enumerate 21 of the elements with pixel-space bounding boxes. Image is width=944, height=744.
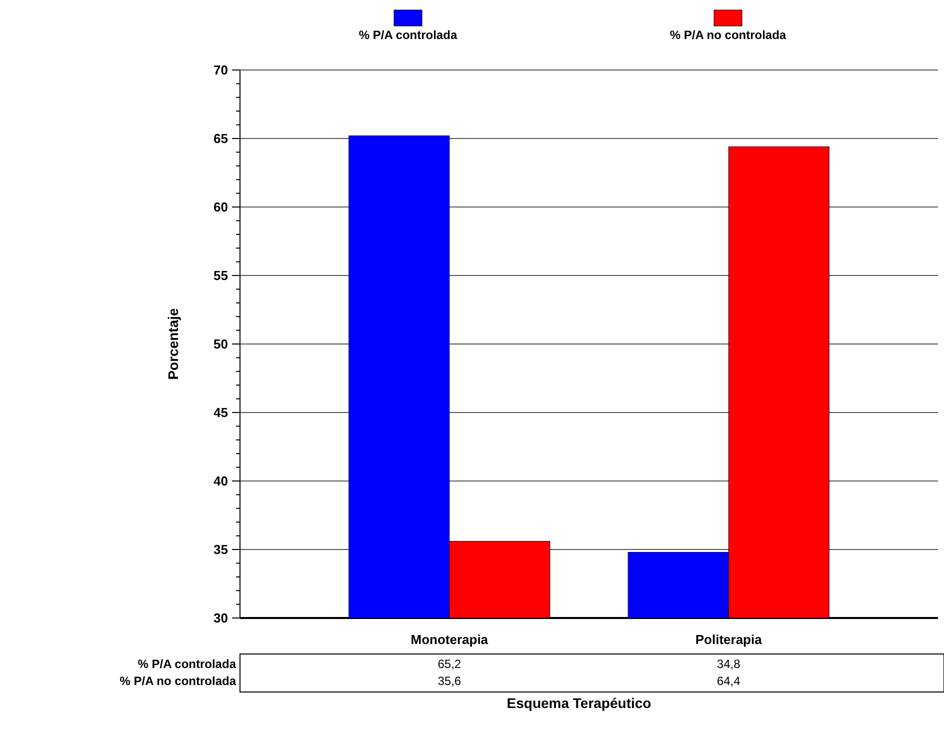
data-label: 35,6 — [438, 674, 462, 688]
text: % P/A controlada — [138, 657, 236, 671]
data-label: 34,8 — [716, 657, 741, 671]
data-label: 65,2 — [438, 657, 462, 671]
x-axis-title: Esquema Terapéutico — [506, 695, 652, 711]
y-tick-label: 40 — [214, 474, 228, 489]
y-tick-label: 65 — [214, 131, 228, 146]
y-tick-label: 45 — [214, 405, 228, 420]
x-tick-label: Politerapia — [695, 632, 763, 647]
y-tick-label: 70 — [214, 62, 228, 78]
data-label: 64,4 — [716, 674, 741, 688]
text: % P/A no controlada — [120, 674, 236, 688]
y-tick-label: 30 — [214, 610, 228, 626]
legend-label: % P/A controlada — [358, 28, 458, 42]
x-tick-label: Monoterapia — [410, 632, 489, 647]
legend-label: % P/A no controlada — [670, 28, 786, 42]
y-tick-label: 35 — [214, 542, 228, 558]
y-tick-label: 55 — [214, 268, 228, 284]
y-axis-title: Porcentaje — [165, 308, 181, 380]
y-tick-label: 50 — [214, 336, 228, 352]
y-tick-label: 60 — [214, 200, 228, 215]
